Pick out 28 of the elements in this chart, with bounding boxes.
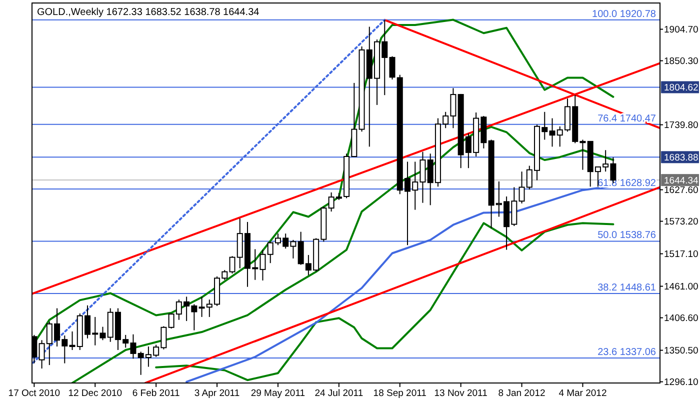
y-tick-label: 1461.00 [664, 282, 698, 293]
y-tick-label: 1850.30 [664, 56, 698, 68]
x-tick-label: 24 Jul 2011 [314, 388, 364, 399]
x-tick-label: 12 Dec 2010 [68, 388, 122, 399]
chart-title: GOLD.,Weekly 1672.33 1683.52 1638.78 1644.34 [37, 7, 260, 18]
x-tick-label: 18 Sep 2011 [373, 388, 426, 399]
y-tick-label: 1627.60 [664, 185, 698, 196]
ref-line-label: 100.0 1920.78 [592, 8, 656, 20]
y-tick-label: 1517.10 [664, 249, 698, 260]
y-tick-label: 1573.20 [664, 216, 698, 228]
ref-line-label: 38.2 1448.61 [598, 282, 656, 294]
annotation: 1644.34 [664, 175, 698, 186]
x-tick-label: 29 May 2011 [250, 388, 306, 399]
ref-line-label: 23.6 1337.06 [598, 347, 656, 358]
x-tick-label: 17 Oct 2010 [8, 388, 60, 399]
annotation: 1804.62 [664, 82, 698, 94]
y-tick-label: 1904.70 [664, 24, 698, 36]
x-tick-label: 3 Apr 2011 [194, 388, 240, 399]
y-tick-label: 1296.10 [664, 377, 698, 388]
x-tick-label: 13 Nov 2011 [434, 388, 488, 399]
ref-line-label: 50.0 1538.76 [598, 230, 656, 242]
y-tick-label: 1350.50 [664, 346, 698, 357]
y-tick-label: 1739.80 [664, 120, 698, 132]
x-tick-label: 4 Mar 2012 [558, 388, 607, 399]
x-tick-label: 8 Jan 2012 [498, 388, 546, 399]
y-tick-label: 1406.60 [664, 313, 698, 324]
x-tick-label: 6 Feb 2011 [132, 388, 180, 399]
annotation: 1683.88 [664, 152, 698, 164]
